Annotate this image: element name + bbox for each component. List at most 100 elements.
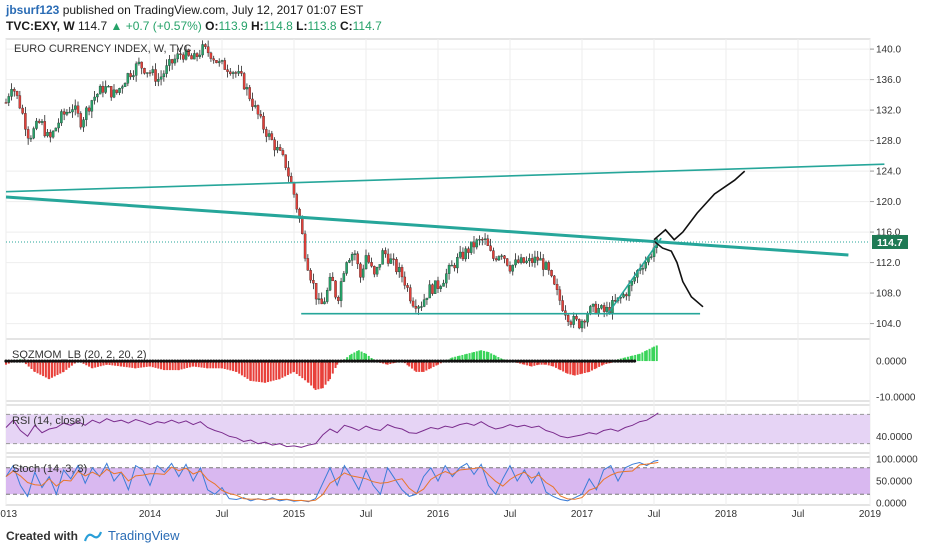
sqz-bar — [550, 361, 553, 367]
candle-body — [323, 301, 326, 305]
candle-body — [450, 264, 454, 267]
last-price: 114.7 — [78, 19, 108, 33]
sqz-dot — [68, 359, 72, 363]
sqz-bar — [321, 361, 324, 389]
sqz-bar — [275, 361, 278, 380]
sqz-bar — [458, 355, 461, 362]
sqz-dot — [151, 359, 155, 363]
sqz-dot — [350, 359, 354, 363]
bullish-projection — [653, 170, 746, 241]
candle-body — [79, 113, 83, 128]
candle-body — [492, 250, 495, 259]
candle-body — [187, 49, 191, 56]
candle-body — [85, 107, 88, 120]
sqz-dot — [81, 359, 86, 363]
candle-body — [312, 280, 315, 284]
sqz-dot — [610, 359, 615, 363]
sqz-dot — [480, 359, 484, 363]
chart-canvas[interactable]: 2013 2014 Jul 2015 Jul 2016 Jul 2017 Jul 2018 Jul 2… — [0, 35, 932, 550]
sqz-bar — [295, 361, 298, 374]
sqz-dot — [178, 359, 183, 363]
sqz-dot — [34, 359, 39, 363]
price-change: +0.7 (+0.57%) — [125, 19, 202, 33]
candle-body — [522, 257, 526, 263]
sqz-bar — [420, 361, 423, 372]
candle-body — [220, 60, 224, 62]
candle-body — [121, 86, 124, 89]
sqz-bar — [360, 351, 363, 362]
sqz-bar — [312, 361, 315, 389]
x-tick-label: Jul — [792, 509, 805, 520]
y-tick-label: 140.0 — [876, 45, 901, 56]
publish-info: jbsurf123 published on TradingView.com, … — [6, 3, 363, 17]
sqz-dot — [195, 359, 199, 363]
candle-body — [373, 266, 376, 275]
sqz-bar — [600, 361, 603, 366]
candle-body — [342, 273, 346, 282]
sqz-dot — [259, 359, 263, 363]
candle-body — [251, 98, 254, 107]
sqz-dot — [450, 359, 454, 363]
sqz-bar — [638, 353, 641, 362]
sqz-dot — [101, 359, 105, 363]
sqz-dot — [37, 359, 41, 363]
y-tick-label: 128.0 — [876, 136, 901, 147]
candle-body — [71, 109, 74, 113]
sqz-dot — [93, 359, 97, 363]
candle-body — [367, 255, 371, 263]
candle-body — [234, 72, 238, 74]
sqz-bar — [269, 361, 272, 382]
sqz-bar — [634, 354, 637, 362]
sqz-dot — [286, 359, 291, 363]
sqz-bar — [324, 361, 327, 385]
sqz-dot — [145, 359, 149, 363]
candle-body — [633, 277, 636, 282]
sqz-bar — [298, 361, 301, 377]
sqz-bar — [301, 361, 304, 379]
sqz-bar — [478, 350, 481, 362]
sqz-bar — [353, 352, 356, 362]
sqz-dot — [533, 359, 537, 363]
candle-body — [29, 137, 33, 140]
sqz-bar — [536, 361, 539, 366]
sqz-bar — [307, 361, 310, 383]
sqz-bar — [243, 361, 246, 378]
candle-body — [594, 303, 598, 314]
candle-body — [284, 154, 287, 168]
candle-body — [40, 121, 44, 123]
sqz-dot — [223, 359, 227, 363]
candle-body — [306, 258, 310, 271]
sqz-bar — [33, 361, 36, 372]
sqz-bar — [223, 361, 226, 369]
open-value: 113.9 — [218, 19, 248, 33]
sqz-dot — [129, 359, 133, 363]
sqz-dot — [342, 359, 346, 363]
sqz-dot — [131, 359, 135, 363]
sqz-dot — [73, 359, 77, 363]
sqz-dot — [79, 359, 83, 363]
tradingview-brand-link[interactable]: TradingView — [108, 528, 180, 543]
rsi-label: RSI (14, close) — [12, 415, 85, 427]
sqz-bar — [545, 361, 547, 365]
sqz-bar — [203, 361, 206, 368]
sqz-tick-label: -10.0000 — [876, 393, 916, 404]
candle-body — [223, 60, 227, 70]
author-link[interactable]: jbsurf123 — [6, 3, 60, 17]
bearish-projection — [653, 240, 704, 308]
candle-body — [328, 276, 332, 291]
sqz-dot — [356, 359, 360, 363]
y-tick-label: 116.0 — [876, 228, 901, 239]
candle-body — [386, 253, 390, 264]
candle-body — [240, 71, 243, 74]
sqz-dot — [613, 359, 617, 363]
sqz-dot — [630, 359, 634, 363]
sqz-bar — [168, 361, 171, 371]
sqz-bar — [641, 352, 644, 362]
sqz-dot — [491, 359, 495, 363]
candle-body — [406, 285, 409, 288]
sqz-dot — [4, 359, 8, 363]
candle-body — [539, 258, 542, 261]
sqz-bar — [252, 361, 255, 382]
sqz-bar — [163, 361, 166, 371]
sqz-bar — [151, 361, 154, 368]
